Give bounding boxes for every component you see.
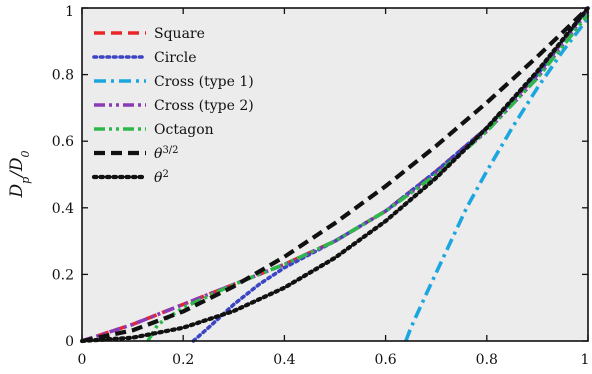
y-tick-label: 0.4 <box>52 201 74 217</box>
series-line-4 <box>81 10 590 343</box>
x-tick-label: 0.4 <box>273 352 295 368</box>
legend: Square Circle Cross (type 1) Cross (type 2)… <box>91 26 254 187</box>
series-line-5 <box>146 13 590 342</box>
x-tick-label: 0 <box>78 352 87 368</box>
y-tick-label: 0 <box>65 334 74 350</box>
legend-label-5: Octagon <box>154 122 214 138</box>
y-tick-label: 0.8 <box>52 68 74 84</box>
series-line-6 <box>81 6 590 344</box>
legend-label-3: Cross (type 1) <box>154 74 254 90</box>
series-layer <box>79 5 591 344</box>
axes-layer: 0 0.2 0.4 0.6 0.8 1 0 0.2 0.4 0.6 0.8 1 <box>52 4 590 368</box>
legend-label-2: Circle <box>154 50 197 66</box>
y-tick-label: 1 <box>65 4 74 20</box>
x-tick-label: 0.2 <box>172 352 194 368</box>
x-tick-label: 0.6 <box>374 352 396 368</box>
legend-label-6: θ3/2 <box>154 145 179 163</box>
series-line-7 <box>79 5 591 344</box>
y-axis-title: Dp/D0 <box>7 150 32 198</box>
legend-label-1: Square <box>154 26 205 42</box>
axes-frame <box>81 7 589 342</box>
x-tick-label: 1 <box>581 352 590 368</box>
y-tick-label: 0.6 <box>52 134 74 150</box>
plot-area <box>82 8 588 341</box>
legend-label-7: θ2 <box>154 169 169 187</box>
legend-label-4: Cross (type 2) <box>154 98 254 114</box>
series-line-3 <box>404 16 590 342</box>
x-tick-label: 0.8 <box>476 352 498 368</box>
y-tick-label: 0.2 <box>52 267 74 283</box>
